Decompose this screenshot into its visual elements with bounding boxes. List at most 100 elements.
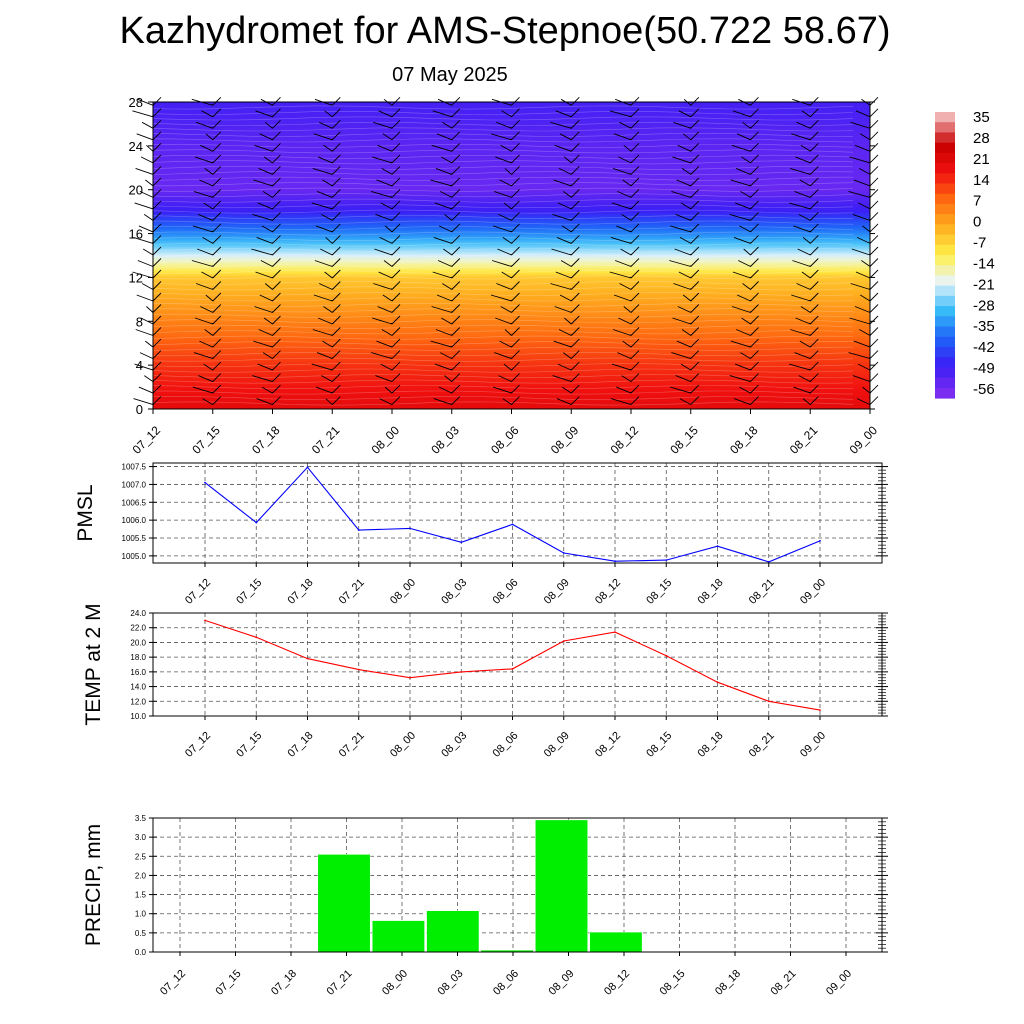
wind-barb [862, 225, 871, 233]
wind-barb [192, 225, 213, 233]
contour-line [152, 396, 854, 400]
wind-barb [141, 283, 154, 290]
wind-barb [438, 225, 452, 233]
wind-barb [261, 225, 273, 233]
wind-barb-flag [331, 292, 341, 302]
wind-barb-flag [809, 154, 819, 164]
y-tick-label: 16.0 [130, 668, 146, 677]
y-axis-title: TEMP at 2 M [82, 603, 105, 725]
wind-barb [496, 283, 512, 290]
wind-barb-flag [750, 396, 759, 405]
wind-barb [430, 340, 452, 348]
wind-barb [676, 179, 691, 187]
y-tick-label: 4 [136, 358, 143, 373]
colorbar-tick-label: -28 [973, 297, 995, 314]
wind-barb-flag [630, 304, 640, 313]
wind-barb-flag [690, 108, 700, 118]
wind-barb [850, 121, 871, 129]
wind-barb [377, 144, 393, 152]
wind-barb [735, 167, 751, 175]
wind-barb-flag [750, 246, 759, 256]
x-tick-label: 08_09 [542, 730, 572, 760]
wind-barb-flag [690, 96, 700, 106]
wind-barb-flag [272, 131, 281, 141]
wind-barb-flag [391, 96, 401, 106]
wind-barb-flag [630, 200, 640, 210]
plot-frame [152, 817, 883, 953]
wind-barb-flag [511, 235, 520, 244]
wind-barb-flag [391, 269, 401, 279]
wind-barb [861, 260, 871, 267]
wind-barb [313, 294, 333, 302]
wind-barb [311, 363, 333, 371]
wind-barb [322, 340, 333, 348]
wind-barb [370, 190, 393, 198]
wind-barb [137, 98, 154, 106]
wind-barb-flag [212, 338, 222, 348]
x-tick-label: 07_15 [234, 577, 264, 607]
wind-barb [554, 306, 572, 313]
colorbar-swatch [935, 183, 955, 195]
wind-barb-flag [331, 177, 341, 187]
wind-barb-flag [630, 258, 640, 267]
wind-barb-flag [391, 396, 401, 405]
wind-barb [552, 213, 572, 221]
wind-barb [444, 375, 453, 382]
wind-barb [442, 283, 453, 290]
wind-barb-flag [690, 396, 700, 405]
x-tick-label: 08_00 [369, 423, 403, 457]
wind-barb-flag [212, 235, 222, 244]
wind-barb [490, 133, 512, 141]
wind-barb [193, 190, 213, 198]
wind-barb [381, 329, 393, 336]
wind-barb-flag [451, 315, 461, 325]
wind-barb [730, 179, 751, 187]
wind-barb-flag [630, 281, 640, 290]
wind-barb-flag [570, 384, 580, 394]
wind-barb [199, 340, 213, 348]
wind-barb [620, 248, 632, 256]
wind-barb [860, 294, 871, 302]
wind-barb [564, 317, 572, 325]
wind-barb [743, 248, 751, 256]
wind-barb [618, 156, 632, 164]
colorbar-swatch [935, 326, 955, 338]
wind-barb-flag [630, 246, 640, 256]
wind-barb-flag [331, 315, 341, 325]
wind-barb [494, 352, 512, 360]
wind-barb [317, 156, 333, 164]
x-tick-label: 08_18 [713, 968, 743, 998]
y-tick-label: 0.0 [135, 948, 147, 957]
wind-barb-flag [451, 361, 461, 371]
wind-barb-flag [630, 327, 640, 336]
wind-barb [314, 260, 333, 267]
y-tick-label: 2.0 [135, 871, 147, 880]
wind-barb-flag [212, 212, 222, 221]
wind-barb [316, 190, 333, 198]
wind-barb [371, 352, 393, 360]
data-point [460, 671, 463, 673]
wind-barb-flag [690, 223, 700, 233]
contour-line [152, 308, 854, 313]
wind-barb [257, 363, 273, 371]
wind-barb [801, 271, 811, 279]
x-tick-label: 07_18 [286, 730, 316, 760]
wind-barb-flag [809, 212, 819, 221]
wind-barb-flag [331, 154, 341, 164]
colorbar-tick-label: -7 [973, 235, 986, 252]
wind-barb-flag [750, 281, 759, 290]
wind-barb [501, 271, 512, 279]
wind-barb-flag [331, 223, 341, 233]
colorbar-swatch [935, 275, 955, 287]
wind-barb [800, 306, 811, 313]
wind-barb [612, 329, 632, 336]
wind-barb [251, 248, 273, 256]
contour-line [152, 286, 854, 291]
wind-barb-flag [750, 269, 759, 279]
wind-barb [191, 260, 213, 267]
wind-barb-flag [869, 315, 879, 325]
wind-barb-flag [690, 281, 700, 290]
data-point [306, 657, 309, 660]
wind-barb [133, 236, 154, 244]
wind-barb [852, 375, 871, 383]
